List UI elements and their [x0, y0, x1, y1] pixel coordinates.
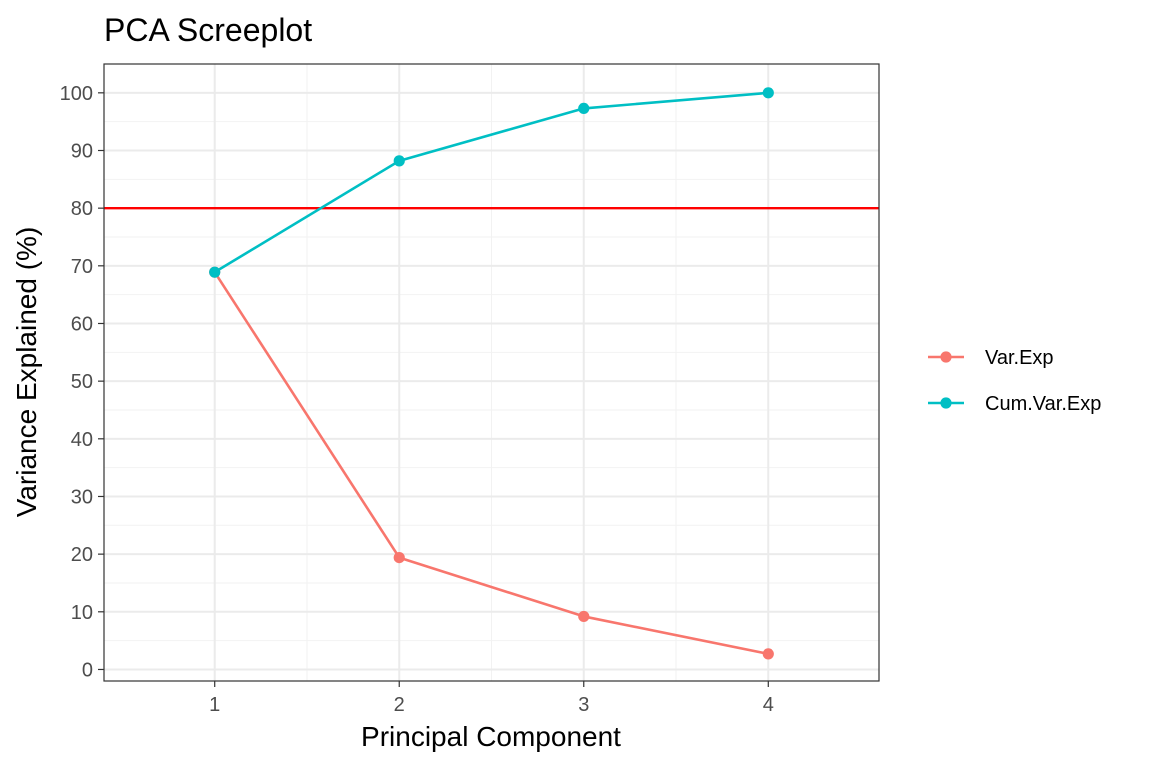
legend-label: Var.Exp [985, 347, 1054, 369]
y-axis: 0 10 20 30 40 50 60 70 80 90 100 [60, 83, 104, 681]
y-tick-label: 0 [82, 659, 93, 681]
x-axis-title: Principal Component [361, 721, 621, 752]
y-tick-label: 90 [71, 140, 93, 162]
legend: Var.Exp Cum.Var.Exp [928, 347, 1101, 415]
y-tick-label: 80 [71, 198, 93, 220]
data-point-var-exp [578, 610, 590, 623]
y-axis-title: Variance Explained (%) [11, 227, 42, 518]
y-tick-label: 40 [71, 429, 93, 451]
series-line-cum-var-exp [214, 91, 769, 274]
panel-border [103, 63, 880, 682]
data-point-cum-var-exp [209, 266, 221, 278]
legend-key-point [940, 351, 952, 363]
chart-title: PCA Screeplot [104, 12, 312, 48]
x-tick-label: 1 [209, 694, 220, 716]
y-tick-label: 30 [71, 486, 93, 508]
y-tick-label: 10 [71, 602, 93, 624]
y-tick-label: 60 [71, 313, 93, 335]
y-tick-label: 20 [71, 544, 93, 566]
x-tick-label: 2 [394, 694, 405, 716]
series-layer [209, 87, 774, 660]
data-point-cum-var-exp [393, 155, 405, 167]
plot-panel [103, 63, 880, 682]
data-point-var-exp [393, 552, 405, 564]
x-tick-label: 3 [578, 694, 589, 716]
data-point-cum-var-exp [762, 87, 774, 99]
data-point-cum-var-exp [578, 102, 590, 115]
legend-key-point [940, 397, 952, 409]
y-tick-label: 100 [60, 83, 93, 105]
x-tick-label: 4 [763, 694, 774, 716]
minor-gridlines [104, 64, 879, 681]
x-axis: 1 2 3 4 [209, 681, 774, 716]
y-tick-label: 70 [71, 256, 93, 278]
data-point-var-exp [762, 648, 774, 660]
series-line-var-exp [213, 271, 769, 656]
legend-label: Cum.Var.Exp [985, 393, 1101, 415]
y-tick-label: 50 [71, 371, 93, 393]
